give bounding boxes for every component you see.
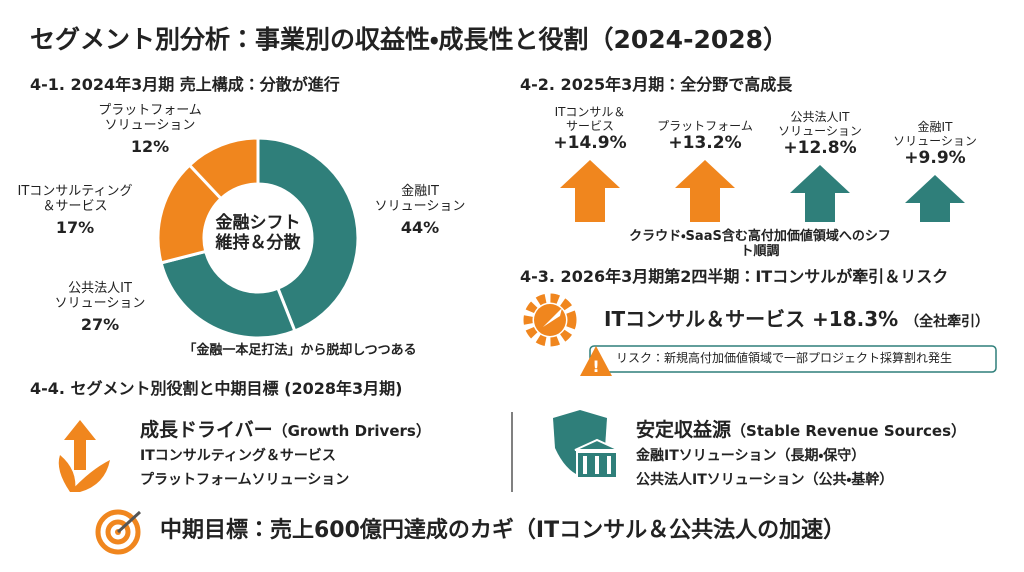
growth-label: プラットフォーム [657, 119, 753, 133]
growth-value: +13.2% [668, 133, 742, 153]
segment-value: 12% [130, 137, 170, 156]
role-item: 金融ITソリューション（長期・保守） [636, 448, 866, 464]
segment-value: 27% [80, 315, 120, 334]
growth-arrow [790, 165, 850, 222]
role-heading: 成長ドライバー（Growth Drivers） [140, 419, 431, 442]
growth-arrow [560, 160, 620, 222]
heading: 安定収益源 [636, 419, 732, 441]
growth-value: +9.9% [904, 148, 966, 168]
page-title: セグメント別分析：事業別の収益性・成長性と役割（2024-2028） [30, 25, 789, 54]
gear-icon [523, 293, 577, 347]
donut-segment [256, 136, 360, 333]
segment-label: ITコンサルティング ＆サービス [17, 184, 133, 214]
donut-segment [187, 136, 260, 201]
segment-value: 17% [55, 218, 95, 237]
growth-note: クラウド・SaaS含む高付加価値領域へのシフト順調 [629, 229, 891, 259]
role-item: プラットフォームソリューション [140, 472, 350, 488]
section-title: 4-2. 2025年3月期：全分野で高成長 [520, 75, 793, 94]
warning-mark: ! [592, 357, 599, 376]
section-title: 4-4. セグメント別役割と中期目標 (2028年3月期) [30, 379, 403, 398]
role-item: ITコンサルティング＆サービス [140, 448, 336, 464]
segment-value: 44% [400, 218, 440, 237]
growth-arrow [675, 160, 735, 222]
q4-headline: ITコンサル＆サービス +18.3% （全社牽引） [604, 308, 989, 331]
donut-center-label: 金融シフト 維持＆分散 [215, 213, 301, 253]
role-item: 公共法人ITソリューション（公共・基幹） [636, 472, 894, 488]
headline-text: ITコンサル＆サービス +18.3% [604, 307, 899, 331]
growth-icon [58, 420, 110, 492]
segment-label: 金融IT ソリューション [374, 184, 466, 214]
growth-label: 金融IT ソリューション [893, 120, 977, 148]
section-title: 4-3. 2026年3月期第2四半期：ITコンサルが牽引＆リスク [520, 267, 949, 286]
role-heading: 安定収益源（Stable Revenue Sources） [636, 419, 966, 442]
warning-icon [580, 346, 612, 376]
stable-icon [553, 410, 620, 479]
segment-label: 公共法人IT ソリューション [54, 281, 146, 311]
section-title: 4-1. 2024年3月期 売上構成：分散が進行 [30, 75, 340, 94]
growth-value: +12.8% [783, 138, 857, 158]
growth-value: +14.9% [553, 133, 627, 153]
target-icon [95, 509, 142, 555]
heading-en: （Growth Drivers） [272, 422, 431, 440]
risk-text: リスク：新規高付加価値領域で一部プロジェクト採算割れ発生 [616, 351, 953, 365]
segment-label: プラットフォーム ソリューション [98, 103, 202, 133]
donut-segment [159, 249, 297, 340]
growth-label: ITコンサル＆ サービス [554, 105, 626, 133]
growth-label: 公共法人IT ソリューション [778, 110, 862, 138]
goal: 中期目標：売上600億円達成のカギ（ITコンサル＆公共法人の加速） [160, 518, 846, 543]
heading: 成長ドライバー [140, 419, 273, 441]
heading-en: （Stable Revenue Sources） [731, 422, 966, 440]
chart-note: 「金融一本足打法」から脱却しつつある [183, 343, 417, 358]
growth-arrow [905, 175, 965, 222]
headline-note: （全社牽引） [905, 314, 990, 330]
